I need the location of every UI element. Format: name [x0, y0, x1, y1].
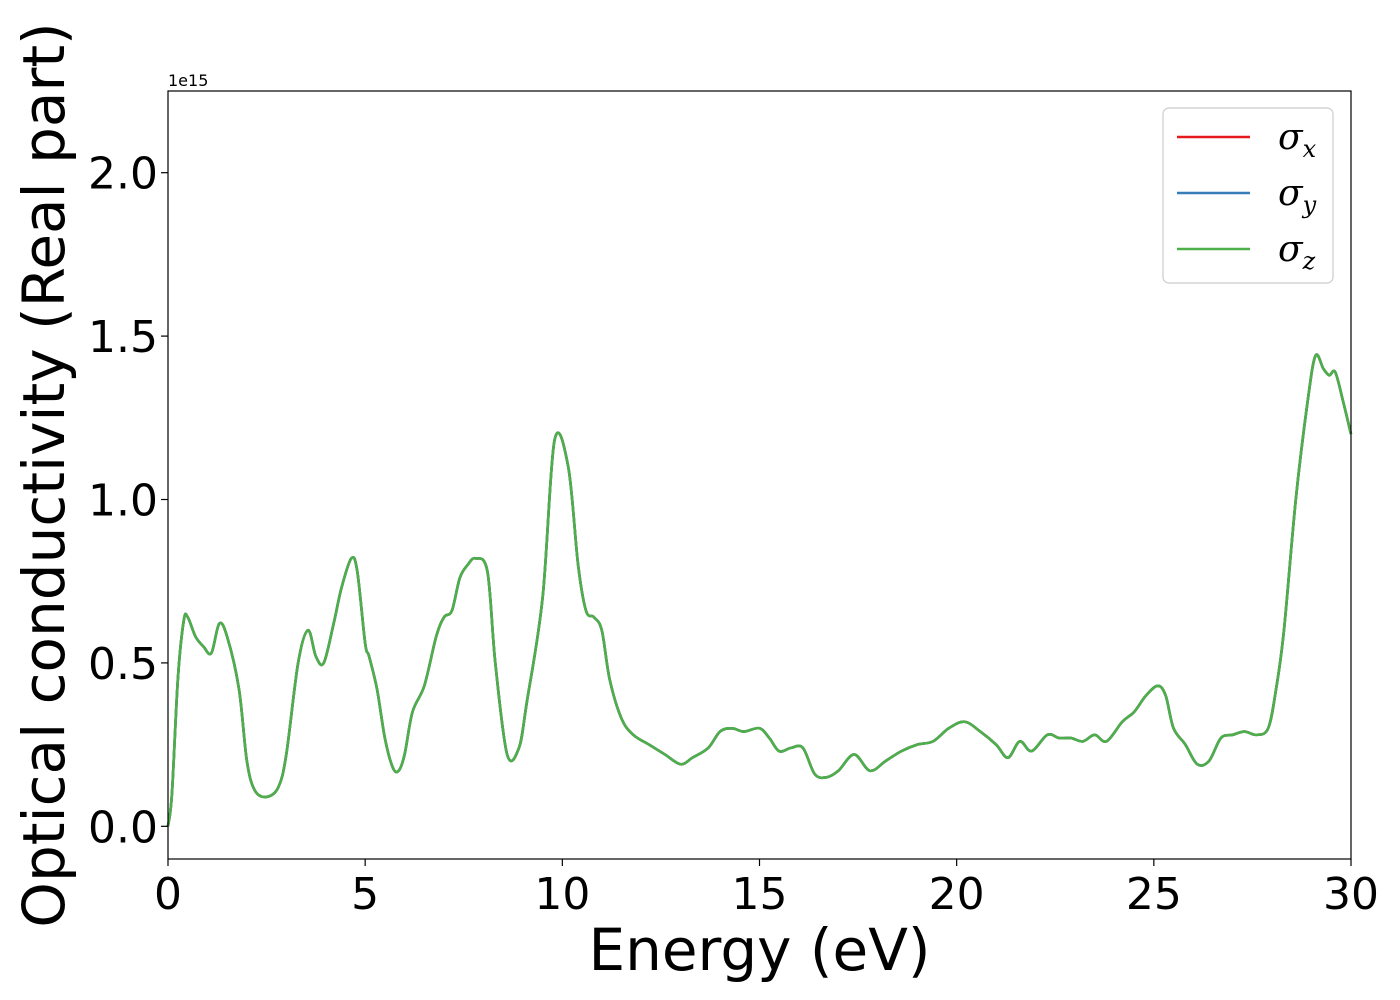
- y-tick-label: 0.5: [88, 639, 158, 690]
- y-axis-ticks: 0.0 0.5 1.0 1.5 2.0: [88, 149, 168, 853]
- series-line-sigma-z: [166, 353, 1353, 827]
- x-tick-label: 15: [732, 869, 788, 920]
- x-tick-label: 5: [351, 869, 379, 920]
- legend-entry: σz: [1177, 229, 1316, 275]
- y-tick-label: 1.5: [88, 312, 158, 363]
- y-axis-label: Optical conductivity (Real part): [10, 22, 78, 927]
- legend-entry: σx: [1177, 117, 1317, 163]
- x-axis-label: Energy (eV): [588, 916, 930, 984]
- x-tick-label: 10: [534, 869, 590, 920]
- legend-label: σy: [1278, 173, 1317, 219]
- legend-box: [1162, 107, 1334, 284]
- x-tick-label: 25: [1126, 869, 1182, 920]
- y-tick-label: 0.0: [88, 802, 158, 853]
- x-tick-label: 20: [929, 869, 985, 920]
- legend-entry: σy: [1177, 173, 1317, 219]
- series-layer: [166, 353, 1353, 827]
- legend: σx σy σz: [1162, 107, 1334, 284]
- x-tick-label: 0: [154, 869, 182, 920]
- legend-label: σx: [1278, 117, 1317, 163]
- legend-label: σz: [1278, 229, 1316, 275]
- x-tick-label: 30: [1323, 869, 1379, 920]
- y-offset-text: 1e15: [168, 71, 208, 90]
- y-tick-label: 2.0: [88, 149, 158, 200]
- y-tick-label: 1.0: [88, 476, 158, 527]
- x-axis-ticks: 0 5 10 15 20 25 30: [154, 859, 1379, 920]
